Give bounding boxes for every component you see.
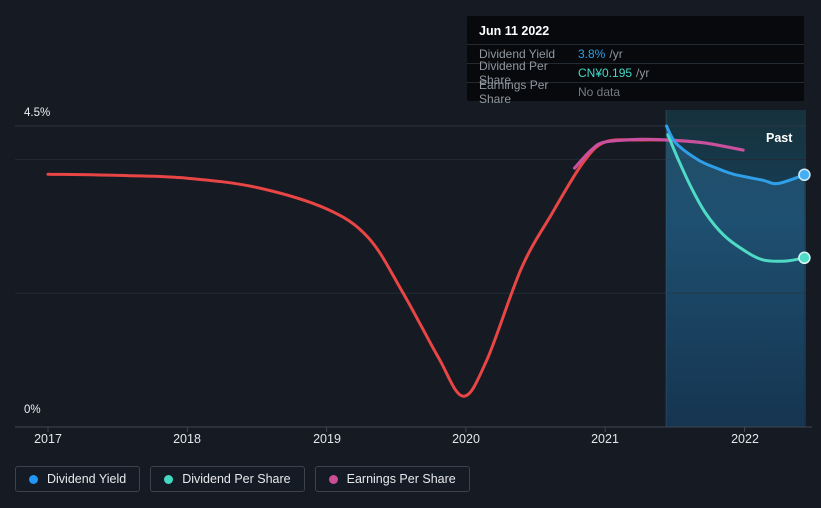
chart-legend: Dividend Yield Dividend Per Share Earnin… [15,466,470,492]
x-axis-ticks [47,427,745,432]
dividend-yield-history-line [46,138,668,398]
tooltip-row-dividend-per-share: Dividend Per Share CN¥0.195 /yr [467,59,804,87]
tooltip-value: 3.8% [578,47,606,61]
tooltip-value-suffix: /yr [636,66,650,80]
legend-dot [164,474,174,484]
dividend-per-share-line [666,133,806,263]
legend-button-earnings-per-share[interactable]: Earnings Per Share [314,466,470,492]
tooltip-date: Jun 11 2022 [479,24,550,38]
past-region-label: Past [766,131,793,145]
legend-button-dividend-per-share[interactable]: Dividend Per Share [150,466,305,492]
x-axis-label-2020: 2020 [452,432,480,446]
legend-label: Dividend Per Share [182,472,291,486]
legend-button-dividend-yield[interactable]: Dividend Yield [15,466,141,492]
y-axis-label-top: 4.5% [24,107,51,119]
x-axis-label-2019: 2019 [313,432,341,446]
dividend-yield-marker[interactable] [798,168,811,182]
chart-tooltip: Jun 11 2022 Dividend Yield 3.8% /yr Divi… [467,16,804,106]
tooltip-row-earnings-per-share: Earnings Per Share No data [467,78,804,106]
tooltip-label: Earnings Per Share [479,78,549,106]
legend-dot [328,474,338,484]
tooltip-value: CN¥0.195 [578,66,633,80]
x-axis-label-2022: 2022 [731,432,759,446]
x-axis-label-2017: 2017 [34,432,62,446]
tooltip-value: No data [578,85,621,99]
dividend-yield-line [665,124,806,186]
tooltip-label: Dividend Per Share [479,59,548,87]
y-axis-label-bottom: 0% [24,404,41,416]
tooltip-label: Dividend Yield [479,47,556,61]
legend-dot [29,474,38,484]
legend-label: Earnings Per Share [346,472,456,486]
x-axis-label-2018: 2018 [173,432,201,446]
earnings-per-share-line [573,137,745,170]
tooltip-row-dividend-yield: Dividend Yield 3.8% /yr [467,44,804,63]
past-area-fill [666,126,805,427]
tooltip-value-suffix: /yr [609,47,623,61]
legend-label: Dividend Yield [47,472,127,486]
x-axis-label-2021: 2021 [591,432,619,446]
dividend-per-share-marker[interactable] [798,251,811,265]
